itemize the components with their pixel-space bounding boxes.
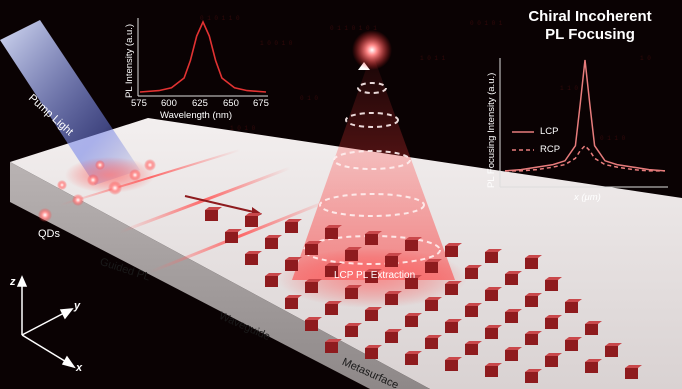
waveguide-slab-side <box>10 162 430 389</box>
pl-spectrum-inset <box>137 18 268 97</box>
xtick: 675 <box>253 98 269 109</box>
quantum-dots <box>38 159 156 222</box>
spectrum-xlabel: Wavelength (nm) <box>160 110 232 121</box>
svg-text:0 1 1 0: 0 1 1 0 <box>600 135 626 142</box>
svg-text:0 1 0: 0 1 0 <box>300 95 318 102</box>
svg-text:1 0: 1 0 <box>640 55 651 62</box>
title-line-1: Chiral Incoherent <box>528 8 652 25</box>
xtick: 575 <box>131 98 147 109</box>
rcp-curve <box>505 144 665 172</box>
axis-x-label: x <box>76 362 83 374</box>
svg-text:0 1 1 0 1 0 1: 0 1 1 0 1 0 1 <box>330 25 377 32</box>
focusing-inset <box>499 58 668 188</box>
lcp-extraction-label: LCP PL Extraction <box>334 270 416 281</box>
svg-text:1 0 0 1 0: 1 0 0 1 0 <box>260 40 293 47</box>
xtick: 600 <box>161 98 177 109</box>
svg-text:1 0 1 0: 1 0 1 0 <box>230 125 256 132</box>
background-code-rain: 0 1 0 1 1 0 1 0 0 1 0 0 1 1 0 1 0 1 1 0 1 … <box>200 15 651 142</box>
focal-spot <box>352 30 392 70</box>
spectrum-ylabel: PL Intensity (a.u.) <box>124 23 135 98</box>
svg-text:0 0 1 0 1: 0 0 1 0 1 <box>470 20 503 27</box>
title-line-2: PL Focusing <box>545 26 635 43</box>
metasurface-pillars <box>205 207 642 383</box>
coordinate-axes <box>16 275 76 369</box>
helical-pl-path <box>303 82 441 265</box>
lcp-curve <box>504 59 666 172</box>
svg-text:1 1 0: 1 1 0 <box>560 85 578 92</box>
lcp-extraction-cone <box>292 52 455 280</box>
axis-z-label: z <box>10 276 16 288</box>
legend-rcp-label: RCP <box>540 144 561 155</box>
xtick: 625 <box>192 98 208 109</box>
focusing-xlabel: x (μm) <box>574 192 601 203</box>
svg-text:0 1 0 1 1 0: 0 1 0 1 1 0 <box>200 15 240 22</box>
axis-y-label: y <box>74 300 81 312</box>
qds-label: QDs <box>38 228 60 240</box>
pl-spectrum-curve <box>139 20 267 93</box>
legend-lcp-label: LCP <box>540 126 559 137</box>
svg-text:1 0 1 1: 1 0 1 1 <box>420 55 446 62</box>
xtick: 650 <box>223 98 239 109</box>
focusing-ylabel: PL Focusing Intensity (a.u.) <box>486 72 497 188</box>
pump-light-beam <box>0 20 140 185</box>
figure-title: Chiral Incoherent PL Focusing <box>505 8 675 44</box>
